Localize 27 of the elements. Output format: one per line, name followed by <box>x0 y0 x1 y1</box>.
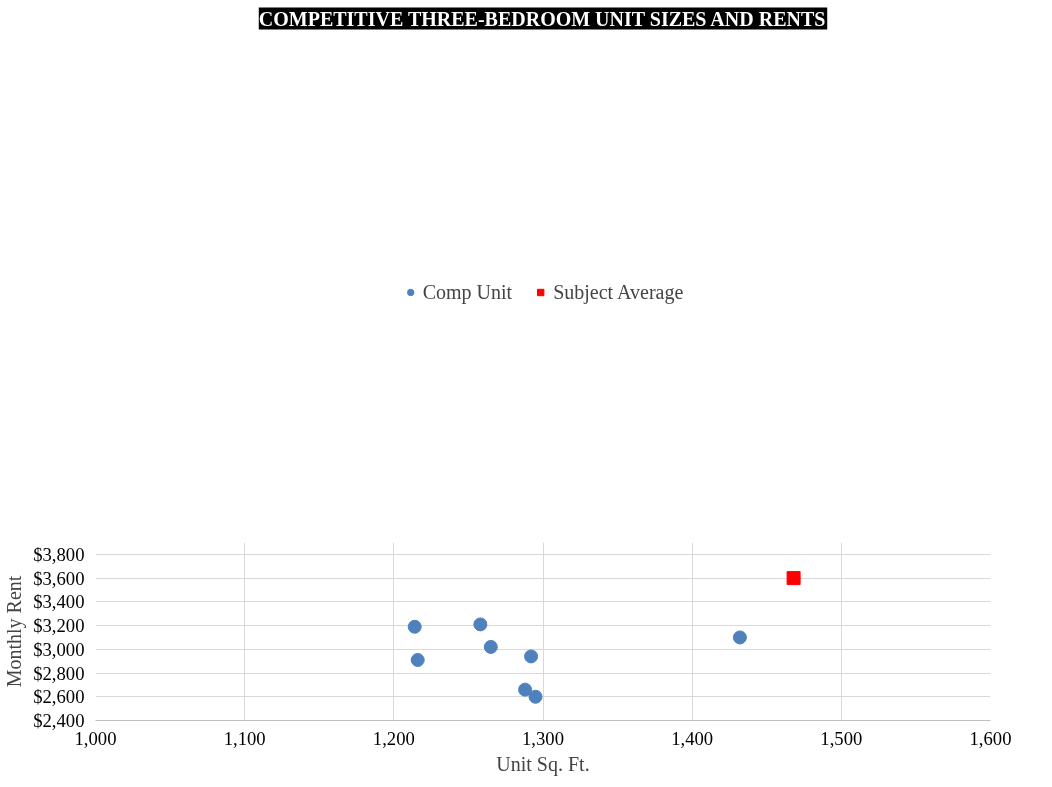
point <box>407 619 422 634</box>
y-tick-label: $3,600 <box>33 567 85 589</box>
x-tick-label: 1,600 <box>969 727 1012 749</box>
x-tick-label: 1,100 <box>223 727 266 749</box>
point <box>786 571 801 586</box>
y-tick-label: $3,800 <box>33 543 85 565</box>
x-tick-label: 1,300 <box>522 727 564 749</box>
y-tick-label: $3,400 <box>33 591 85 613</box>
point <box>518 682 533 697</box>
point <box>410 652 425 667</box>
point <box>732 630 747 645</box>
y-tick-label: $3,200 <box>33 615 85 637</box>
y-tick-label: $2,600 <box>33 686 85 708</box>
x-tick-label: 1,400 <box>671 727 714 749</box>
point <box>528 689 543 704</box>
chart-title: COMPETITIVE THREE-BEDROOM UNIT SIZES AND RENTS <box>258 7 826 30</box>
y-axis-title: Monthly Rent <box>3 575 27 688</box>
x-axis-title: Unit Sq. Ft. <box>496 752 590 776</box>
legend-label: Comp Unit <box>422 280 513 304</box>
point <box>483 639 498 654</box>
legend-label: Subject Average <box>553 280 684 304</box>
point <box>473 617 488 632</box>
point <box>524 649 539 664</box>
x-tick-label: 1,200 <box>372 727 415 749</box>
x-tick-label: 1,500 <box>820 727 863 749</box>
y-tick-label: $2,800 <box>33 662 85 684</box>
y-tick-label: $3,000 <box>33 638 85 660</box>
